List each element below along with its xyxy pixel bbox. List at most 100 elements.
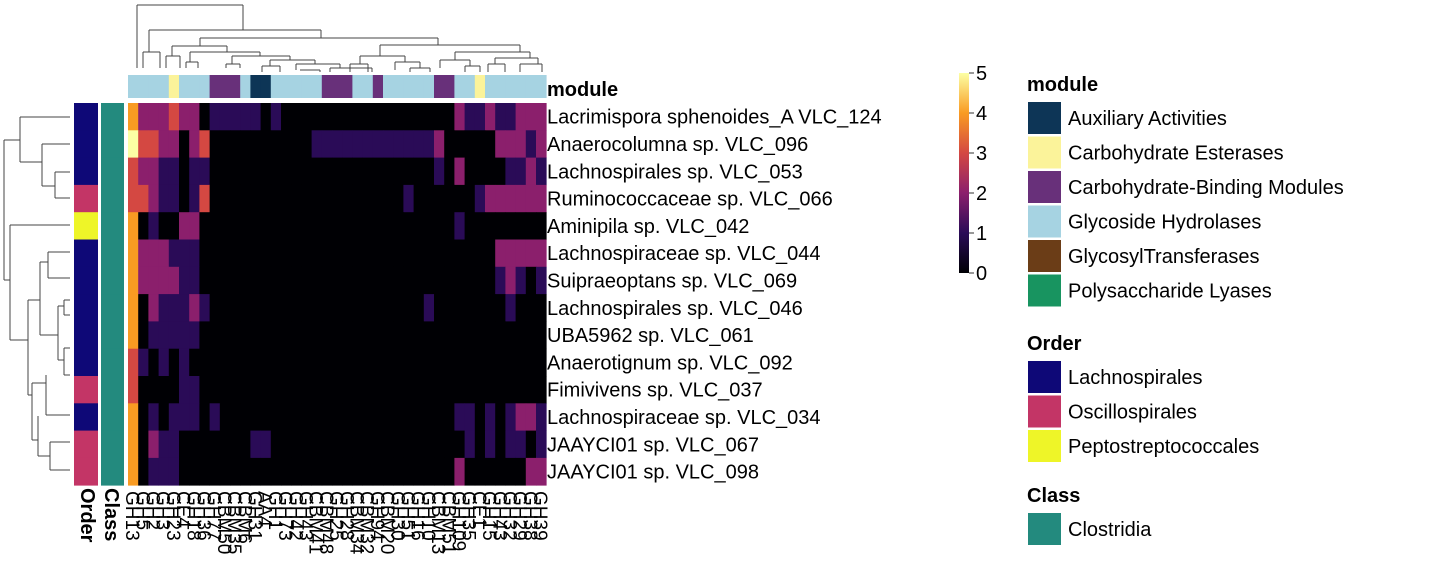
heatmap-cell	[168, 157, 180, 186]
heatmap-cell	[240, 130, 251, 158]
heatmap-cell	[536, 430, 547, 459]
heatmap-cell	[250, 266, 261, 295]
heatmap-cell	[403, 348, 414, 377]
heatmap-cell	[515, 403, 527, 431]
module-annotation-cell	[179, 75, 190, 98]
heatmap-cell	[219, 266, 231, 295]
heatmap-cell	[311, 348, 323, 377]
heatmap-cell	[505, 376, 516, 404]
heatmap-cell	[311, 403, 323, 431]
heatmap-cell	[148, 430, 159, 459]
heatmap-cell	[393, 103, 404, 131]
heatmap-cell	[138, 294, 149, 322]
heatmap-cell	[525, 103, 537, 131]
module-annotation-cell	[199, 75, 210, 98]
heatmap-cell	[260, 184, 272, 213]
heatmap-cell	[138, 103, 149, 131]
heatmap-cell	[230, 157, 241, 186]
heatmap-cell	[454, 157, 465, 186]
module-annotation-cell	[434, 75, 445, 98]
heatmap-cell	[423, 212, 435, 240]
heatmap-cell	[199, 212, 210, 240]
module-annotation-cell	[423, 75, 435, 98]
heatmap-cell	[525, 239, 537, 268]
heatmap-cell	[281, 348, 292, 377]
column-label: GH38	[519, 491, 540, 541]
heatmap-cell	[321, 294, 333, 322]
heatmap-cell	[158, 130, 170, 158]
heatmap-cell	[219, 430, 231, 459]
module-annotation-cell	[128, 75, 139, 98]
heatmap-cell	[321, 239, 333, 268]
heatmap-cell	[128, 457, 139, 486]
heatmap-cell	[230, 266, 241, 295]
module-annotation-cell	[485, 75, 496, 98]
heatmap-cell	[495, 348, 506, 377]
heatmap-cell	[515, 348, 527, 377]
heatmap-cell	[230, 184, 241, 213]
heatmap-cell	[230, 430, 241, 459]
heatmap-cell	[332, 294, 343, 322]
heatmap-cell	[485, 403, 496, 431]
class-annotation-cell	[101, 457, 124, 486]
heatmap-cell	[240, 376, 251, 404]
class-annotation-cell	[101, 157, 124, 186]
column-label: GH94	[366, 491, 387, 541]
heatmap-cell	[209, 239, 221, 268]
heatmap-cell	[536, 321, 547, 350]
heatmap-cell	[219, 103, 231, 131]
heatmap-cell	[505, 430, 516, 459]
heatmap-cell	[372, 130, 384, 158]
column-dendrogram	[136, 4, 543, 72]
heatmap-cell	[270, 403, 282, 431]
heatmap-cell	[311, 130, 323, 158]
heatmap-cell	[393, 403, 404, 431]
heatmap-cell	[168, 403, 180, 431]
heatmap-cell	[464, 184, 476, 213]
heatmap-cell	[444, 376, 455, 404]
order-annotation-cell	[74, 239, 98, 268]
column-module-annotation	[128, 75, 547, 98]
heatmap-cell	[525, 266, 537, 295]
heatmap-cell	[179, 212, 190, 240]
heatmap-cell	[128, 157, 139, 186]
module-annotation-cell	[250, 75, 261, 98]
heatmap-cell	[454, 212, 465, 240]
column-label: GH15	[478, 491, 499, 541]
heatmap-cell	[423, 321, 435, 350]
heatmap-cell	[423, 403, 435, 431]
heatmap-cell	[260, 212, 272, 240]
heatmap-cell	[485, 239, 496, 268]
heatmap-cell	[128, 239, 139, 268]
heatmap-cell	[219, 321, 231, 350]
heatmap-cell	[168, 103, 180, 131]
heatmap-cell	[536, 130, 547, 158]
heatmap-cell	[525, 430, 537, 459]
heatmap-cell	[168, 430, 180, 459]
heatmap-cell	[393, 184, 404, 213]
heatmap-cell	[138, 157, 149, 186]
heatmap-cell	[209, 457, 221, 486]
heatmap-cell	[321, 157, 333, 186]
module-annotation-cell	[464, 75, 476, 98]
heatmap-cell	[444, 266, 455, 295]
heatmap-cell	[515, 321, 527, 350]
heatmap-cell	[464, 403, 476, 431]
heatmap-cell	[342, 157, 353, 186]
heatmap-cell	[230, 103, 241, 131]
heatmap-cell	[250, 376, 261, 404]
heatmap-cell	[444, 103, 455, 131]
heatmap-cell	[352, 130, 363, 158]
order-annotation-cell	[74, 430, 98, 459]
heatmap-cell	[352, 103, 363, 131]
heatmap-cell	[474, 430, 486, 459]
heatmap-cell	[240, 430, 251, 459]
heatmap-cell	[464, 294, 476, 322]
heatmap-cell	[332, 348, 343, 377]
heatmap-cell	[250, 294, 261, 322]
heatmap-cell	[332, 103, 343, 131]
heatmap-cell	[301, 184, 312, 213]
heatmap-cell	[383, 212, 394, 240]
heatmap-cell	[485, 184, 496, 213]
column-label: CBM41	[305, 491, 326, 554]
